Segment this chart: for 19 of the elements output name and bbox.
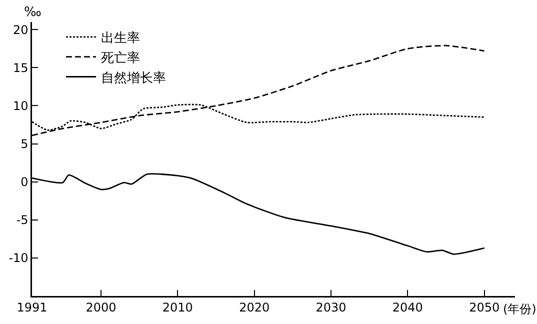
y-tick-label: 5 — [20, 136, 28, 151]
legend-label: 出生率 — [100, 30, 140, 46]
x-tick-label: 2040 — [392, 300, 423, 315]
legend-label: 自然增长率 — [100, 70, 166, 86]
x-tick-label: 2000 — [86, 300, 116, 315]
y-tick-label: -10 — [8, 251, 28, 266]
x-tick-label: 2050 — [469, 300, 500, 315]
y-tick-label: 15 — [13, 60, 28, 75]
x-axis-title: (年份) — [503, 302, 536, 316]
x-tick-label: 2010 — [162, 300, 193, 315]
y-axis-title: ‰ — [24, 5, 42, 20]
y-tick-label: 20 — [13, 22, 28, 37]
legend-label: 死亡率 — [100, 50, 140, 66]
x-tick-label: 1991 — [16, 300, 48, 315]
y-tick-label: 0 — [20, 175, 28, 190]
x-tick-label: 2030 — [316, 300, 346, 315]
y-tick-label: 10 — [13, 98, 28, 113]
y-tick-label: -5 — [16, 213, 28, 228]
x-tick-label: 2020 — [239, 300, 270, 315]
